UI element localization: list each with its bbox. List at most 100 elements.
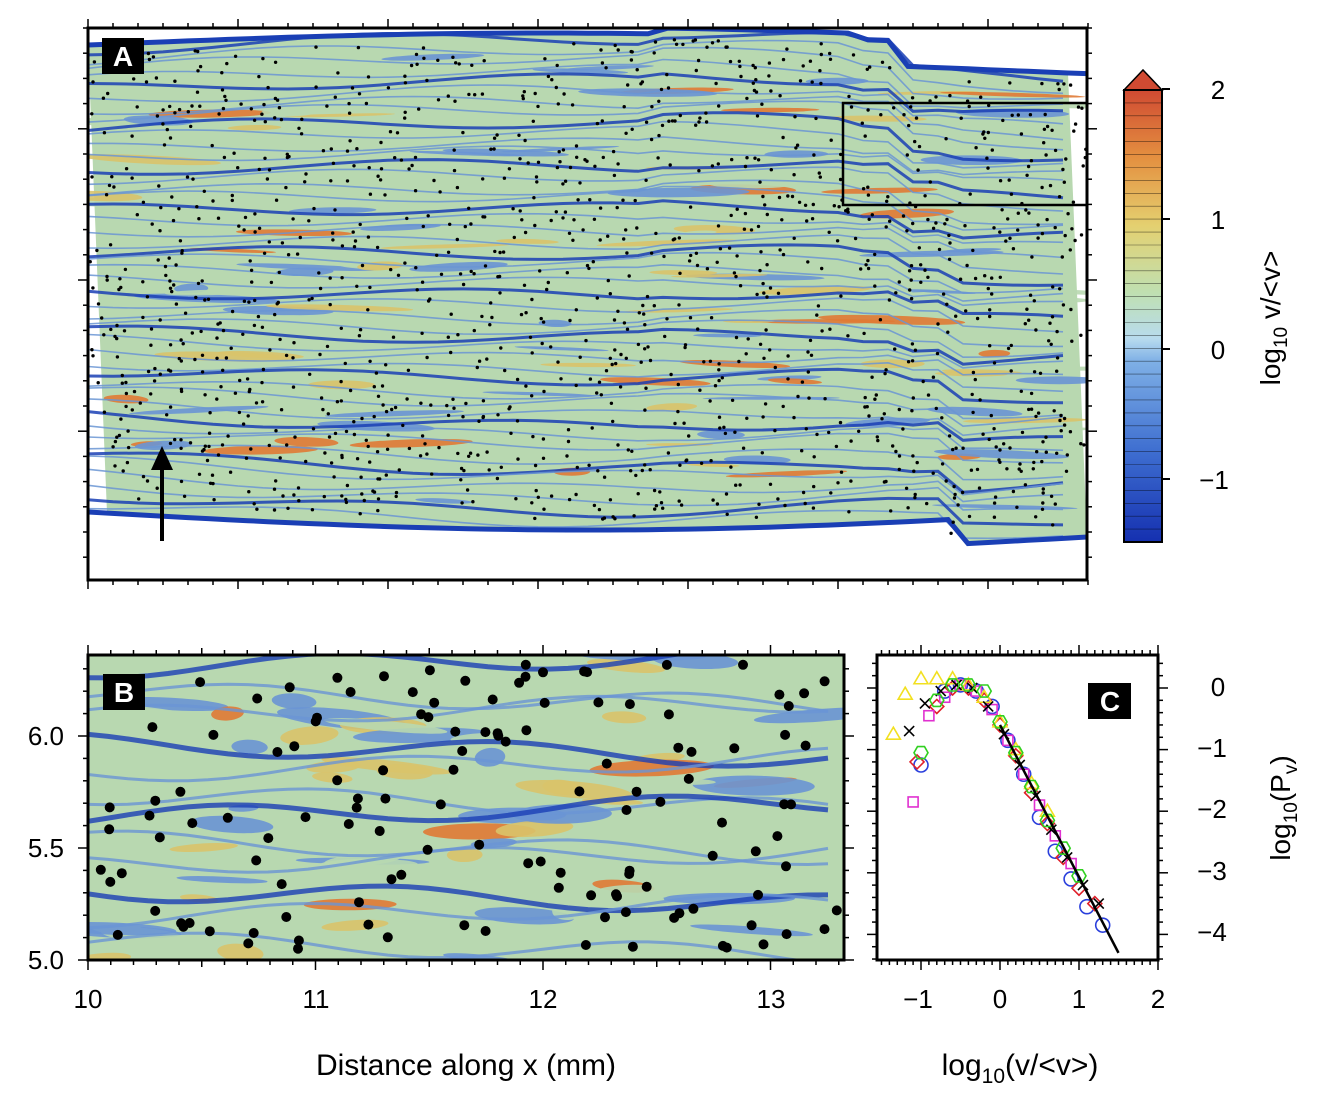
particle-dot <box>112 185 116 189</box>
particle-dot <box>1008 446 1012 450</box>
slow-band <box>88 95 1064 141</box>
particle-dot <box>384 363 388 367</box>
particle-dot <box>688 316 693 320</box>
particle-dot <box>335 400 340 404</box>
particle-dot <box>483 215 487 219</box>
particle-dot <box>883 371 887 376</box>
slow-band <box>88 682 829 713</box>
particle-dot <box>768 348 772 352</box>
particle-dot <box>360 263 365 268</box>
particle-dot <box>137 497 141 501</box>
particle-dot <box>420 280 425 284</box>
velocity-patch <box>834 69 881 76</box>
particle-dot <box>453 99 457 103</box>
particle-dot <box>530 297 534 302</box>
slow-band <box>88 793 829 824</box>
particle-dot <box>669 372 673 377</box>
particle-dot <box>108 243 113 247</box>
particle-dot <box>853 236 858 241</box>
particle-dot <box>252 693 263 704</box>
velocity-patch <box>376 764 433 780</box>
particle-dot <box>407 167 411 171</box>
particle-dot <box>860 121 864 125</box>
particle-dot <box>1009 192 1014 196</box>
particle-dot <box>708 399 712 403</box>
particle-dot <box>1058 418 1062 423</box>
particle-dot <box>640 468 644 473</box>
particle-dot <box>671 238 675 242</box>
particle-dot <box>263 120 267 124</box>
particle-dot <box>818 69 822 73</box>
particle-dot <box>286 253 291 257</box>
particle-dot <box>1040 81 1044 86</box>
velocity-patch <box>515 779 632 800</box>
particle-dot <box>1041 491 1045 495</box>
particle-dot <box>913 492 917 497</box>
particle-dot <box>253 212 257 216</box>
particle-dot <box>520 659 531 670</box>
particle-dot <box>744 352 748 356</box>
particle-dot <box>815 313 819 317</box>
particle-dot <box>555 867 566 878</box>
particle-dot <box>616 443 620 447</box>
particle-dot <box>998 179 1003 183</box>
scatter-point-hexagon <box>928 693 945 708</box>
particle-dot <box>245 377 250 381</box>
particle-dot <box>630 50 634 54</box>
particle-dot <box>973 276 978 281</box>
slow-band <box>88 386 1064 428</box>
particle-dot <box>345 687 356 697</box>
particle-dot <box>945 217 949 222</box>
particle-dot <box>170 195 174 199</box>
slow-band <box>88 496 1064 527</box>
particle-dot <box>917 246 921 250</box>
particle-dot <box>969 468 974 472</box>
particle-dot <box>430 472 434 476</box>
particle-dot <box>590 426 594 430</box>
particle-dot <box>1017 467 1021 471</box>
particle-dot <box>358 512 362 516</box>
particle-dot <box>220 71 224 75</box>
particle-dot <box>934 406 938 411</box>
slow-band <box>88 655 688 681</box>
particle-dot <box>467 206 471 210</box>
particle-dot <box>760 451 764 455</box>
particle-dot <box>879 113 883 117</box>
particle-dot <box>459 478 463 482</box>
particle-dot <box>630 127 634 131</box>
particle-dot <box>482 59 486 63</box>
particle-dot <box>171 218 176 223</box>
particle-dot <box>626 448 630 452</box>
particle-dot <box>574 308 578 312</box>
particle-dot <box>893 347 897 351</box>
particle-dot <box>557 150 561 154</box>
particle-dot <box>587 266 591 271</box>
particle-dot <box>960 490 965 495</box>
particle-dot <box>190 104 194 108</box>
particle-dot <box>376 174 380 178</box>
b-xtick-12: 12 <box>529 984 558 1014</box>
particle-dot <box>875 435 879 439</box>
particle-dot <box>867 414 871 418</box>
particle-dot <box>221 106 226 111</box>
particle-dot <box>758 268 762 273</box>
particle-dot <box>665 317 669 321</box>
particle-dot <box>888 219 892 223</box>
particle-dot <box>773 428 777 433</box>
particle-dot <box>339 326 343 330</box>
velocity-patch <box>808 442 882 450</box>
particle-dot <box>815 432 819 437</box>
particle-dot <box>595 296 599 300</box>
particle-dot <box>794 146 798 150</box>
velocity-patch <box>751 319 896 324</box>
particle-dot <box>653 507 657 511</box>
particle-dot <box>318 286 323 291</box>
particle-dot <box>409 63 414 68</box>
velocity-patch <box>131 307 214 316</box>
particle-dot <box>709 459 713 463</box>
particle-dot <box>455 185 460 190</box>
velocity-patch <box>671 273 768 278</box>
particle-dot <box>761 194 765 199</box>
particle-dot <box>311 427 316 431</box>
particle-dot <box>419 401 423 405</box>
